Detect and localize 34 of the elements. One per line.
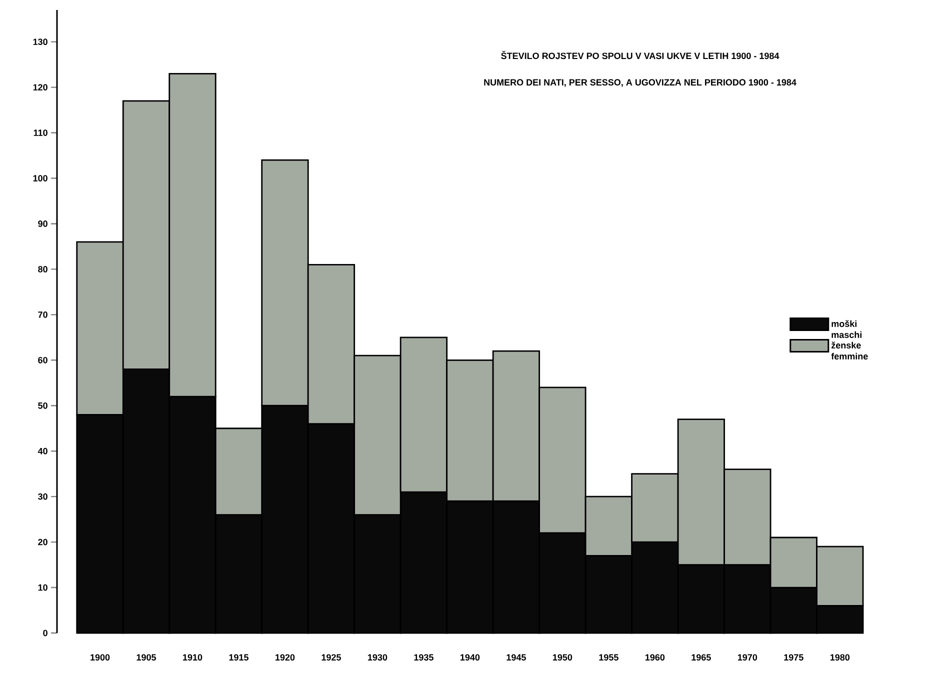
x-tick-label: 1980 — [830, 654, 850, 661]
y-tick-label: 70 — [38, 311, 48, 318]
x-tick-label: 1900 — [90, 654, 110, 661]
y-tick-label: 130 — [33, 38, 48, 46]
x-tick-label: 1955 — [599, 654, 618, 661]
x-tick-label: 1930 — [368, 654, 388, 661]
y-tick-label: 80 — [38, 266, 48, 272]
x-tick-label: 1960 — [645, 654, 665, 661]
x-tick-label: 1950 — [552, 654, 572, 661]
y-tick-label: 120 — [33, 84, 48, 90]
y-tick-label: 0 — [43, 630, 48, 636]
y-tick-label: 100 — [33, 175, 48, 182]
y-tick-label: 50 — [38, 402, 48, 409]
text: ŠTEVILO ROJSTEV PO SPOLU V VASI UKVE V LETIH 1900 - 1984 — [501, 50, 780, 60]
y-tick-label: 40 — [38, 448, 48, 454]
x-tick-label: 1920 — [276, 654, 295, 661]
x-tick-label: 1940 — [460, 654, 480, 661]
y-tick-label: 60 — [38, 356, 48, 364]
y-tick-label: 90 — [38, 220, 48, 227]
y-tick-label: 10 — [38, 584, 48, 591]
x-tick-label: 1965 — [692, 654, 711, 661]
y-tick-label: 30 — [38, 493, 48, 500]
x-tick-label: 1910 — [183, 654, 202, 661]
text: NUMERO DEI NATI, PER SESSO, A UGOVIZZA NEL PERIODO 1900 - 1984 — [484, 79, 796, 87]
x-tick-label: 1905 — [136, 654, 156, 661]
x-tick-label: 1915 — [229, 654, 248, 661]
legend-label: ženske femmine — [831, 342, 868, 360]
x-tick-label: 1925 — [322, 654, 341, 661]
y-tick-label: 20 — [38, 538, 48, 546]
x-tick-label: 1945 — [506, 654, 526, 661]
x-tick-label: 1970 — [738, 654, 758, 661]
x-tick-label: 1935 — [414, 654, 434, 661]
y-tick-label: 110 — [34, 130, 48, 136]
x-tick-label: 1975 — [784, 654, 804, 661]
